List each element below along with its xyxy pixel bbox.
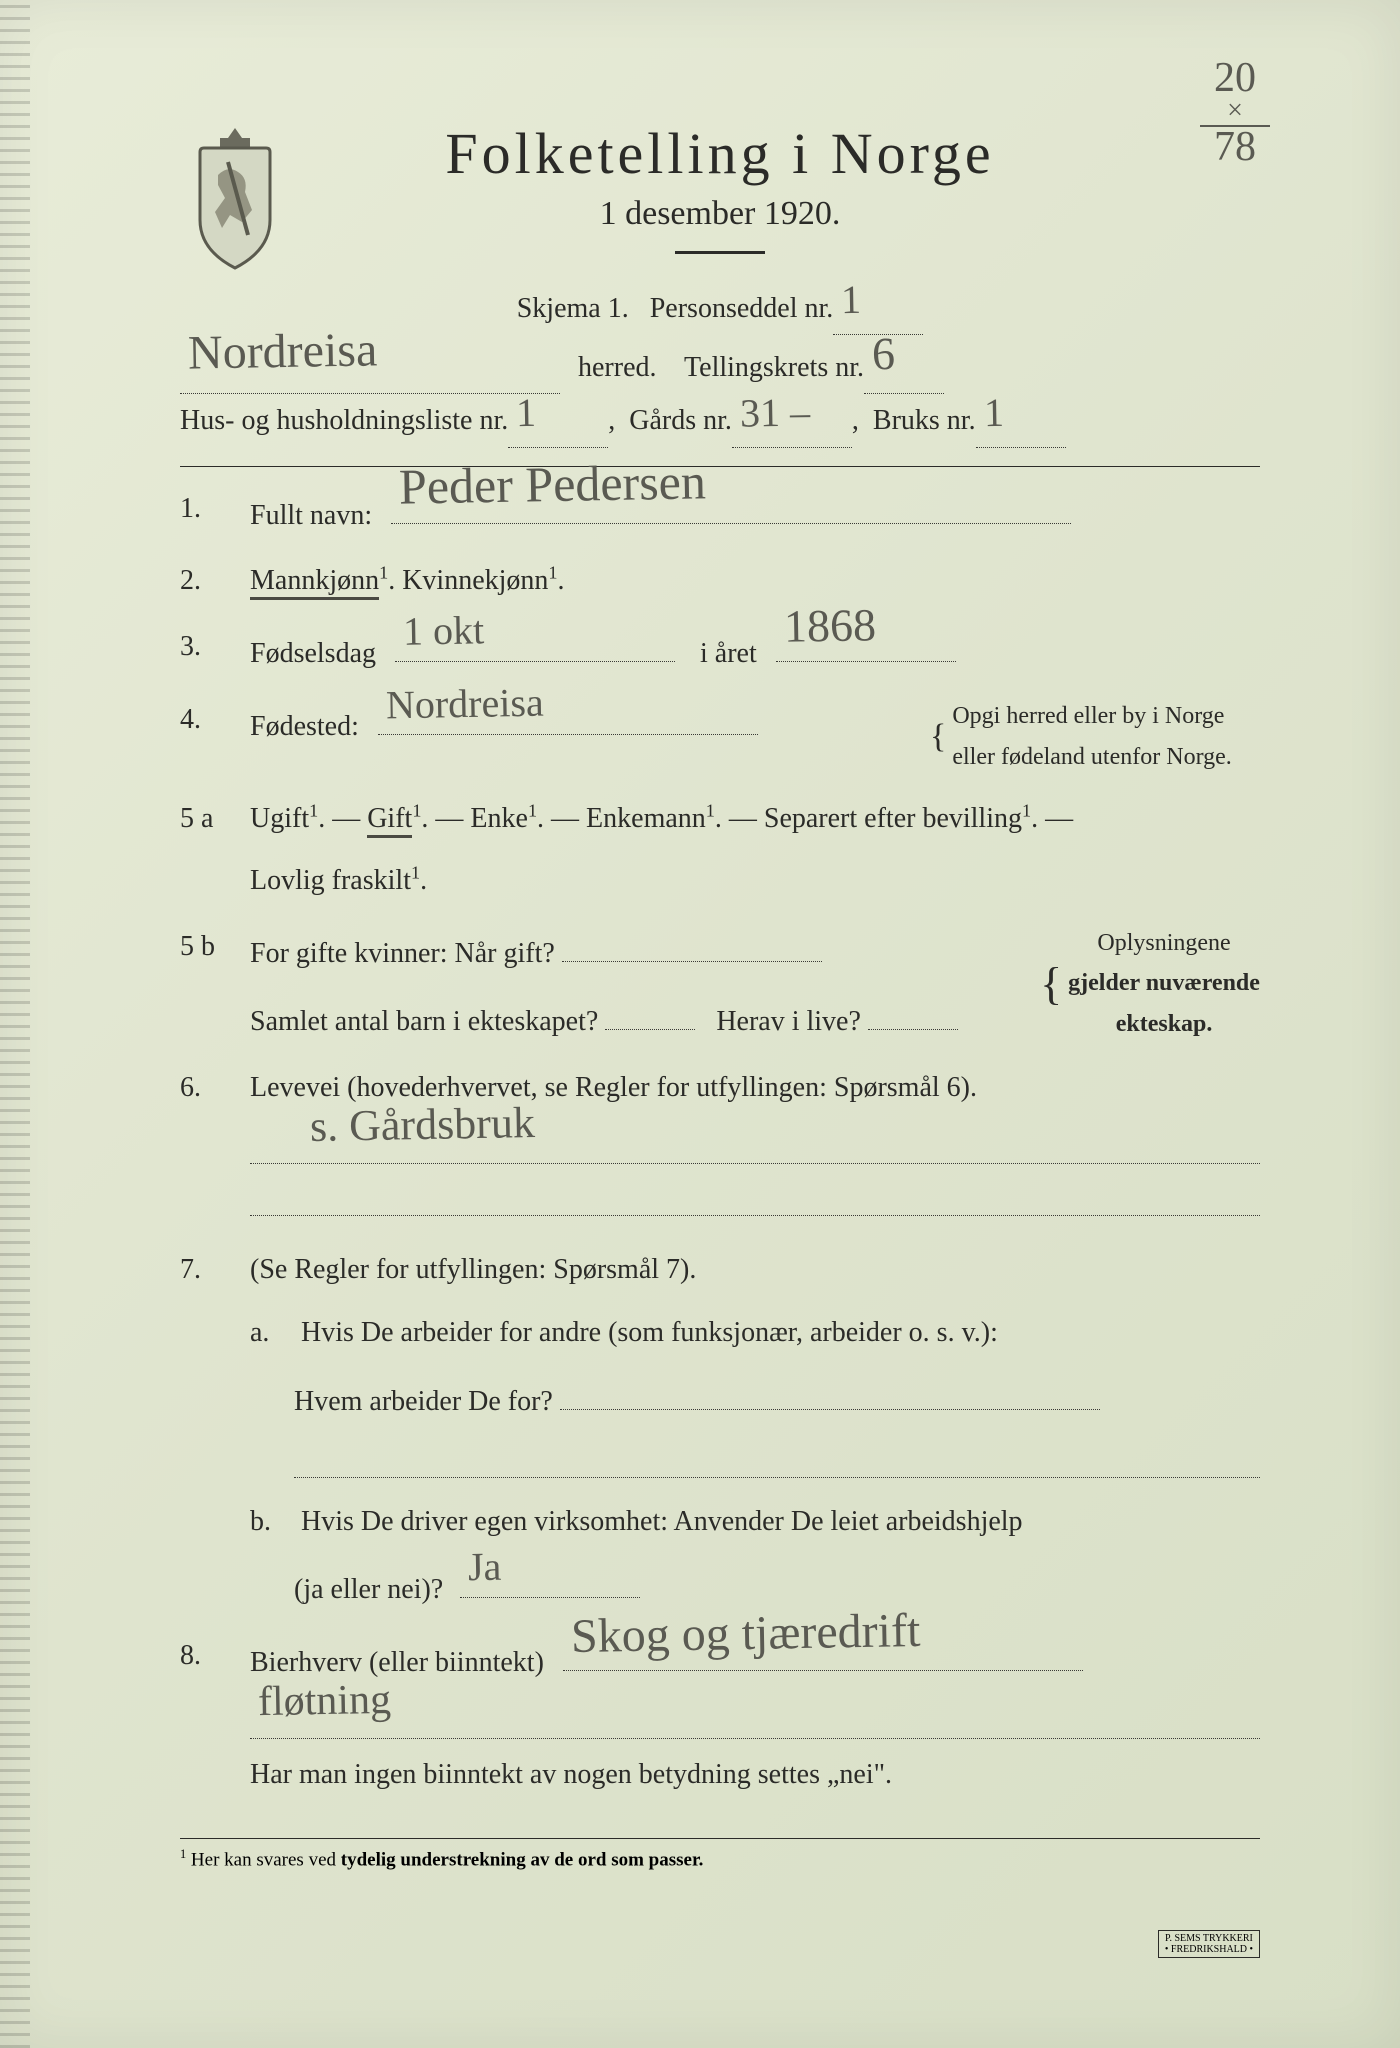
q5a-opt-1: Gift — [367, 803, 412, 838]
coat-of-arms-icon — [180, 120, 290, 270]
q8-num: 8. — [180, 1632, 250, 1798]
q3-day: 1 okt — [402, 596, 484, 665]
q8-value2: fløtning — [257, 1665, 391, 1739]
q5a-row: 5 a Ugift1. — Gift1. — Enke1. — Enkemann… — [180, 795, 1260, 904]
tellingskrets-nr: 6 — [871, 310, 896, 398]
q5b-line2b: Herav i live? — [716, 1006, 861, 1037]
printer-mark: P. SEMS TRYKKERI • FREDRIKSHALD • — [1158, 1930, 1260, 1958]
q8-line2: fløtning — [250, 1699, 1260, 1739]
printer-a: P. SEMS TRYKKERI — [1165, 1933, 1253, 1944]
q4-row: 4. Fødested: Nordreisa { Opgi herred ell… — [180, 696, 1260, 778]
q2-row: 2. Mannkjønn1. Kvinnekjønn1. — [180, 557, 1260, 605]
q4-value: Nordreisa — [385, 669, 544, 740]
q5b-num: 5 b — [180, 923, 250, 1047]
corner-mid: × — [1200, 98, 1270, 123]
q5b-note-a: Oplysningene — [1068, 923, 1260, 964]
census-form-page: 20 × 78 Folketelling i Norge 1 desember … — [0, 0, 1400, 2048]
q6-row: 6. Levevei (hovederhvervet, se Regler fo… — [180, 1064, 1260, 1228]
q6-line2 — [250, 1176, 1260, 1216]
q5a-opt-0: Ugift — [250, 803, 309, 834]
q8-value1: Skog og tjæredrift — [570, 1590, 921, 1678]
q2-num: 2. — [180, 557, 250, 605]
q3-num: 3. — [180, 623, 250, 678]
q5b-row: 5 b For gifte kvinner: Når gift? Samlet … — [180, 923, 1260, 1047]
q6-value: s. Gårdsbruk — [309, 1086, 535, 1165]
q6-num: 6. — [180, 1064, 250, 1228]
footnote: 1 Her kan svares ved tydelig understrekn… — [180, 1838, 1260, 1871]
q5b-note-c: ekteskap. — [1068, 1004, 1260, 1045]
q5a-line2: Lovlig fraskilt — [250, 865, 411, 896]
q1-num: 1. — [180, 485, 250, 540]
q7a-line2: Hvem arbeider De for? — [294, 1386, 553, 1417]
husliste-line: Hus- og husholdningsliste nr. 1 , Gårds … — [180, 394, 1260, 447]
q7-label: (Se Regler for utfyllingen: Spørsmål 7). — [250, 1246, 1260, 1294]
q4-note: { Opgi herred eller by i Norge eller fød… — [930, 696, 1260, 778]
footnote-bold: tydelig understrekning av de ord som pas… — [341, 1850, 704, 1871]
corner-annotation: 20 × 78 — [1200, 60, 1270, 167]
q5b-line2a: Samlet antal barn i ekteskapet? — [250, 1006, 598, 1037]
q7b-label: b. — [250, 1498, 294, 1546]
q1-label: Fullt navn: — [250, 500, 372, 531]
footnote-text: Her kan svares ved — [191, 1850, 341, 1871]
q2-opt-a: Mannkjønn — [250, 565, 379, 600]
subtitle: 1 desember 1920. — [180, 195, 1260, 233]
q7b-line2: (ja eller nei)? — [294, 1574, 443, 1605]
q7b-line1: Hvis De driver egen virksomhet: Anvender… — [301, 1506, 1023, 1537]
q4-label: Fødested: — [250, 711, 359, 742]
q1-value: Peder Pedersen — [398, 439, 706, 529]
herred-label: herred. Tellingskrets nr. — [578, 341, 864, 394]
q7-num: 7. — [180, 1246, 250, 1614]
q3-year: 1868 — [783, 586, 876, 666]
q5a-opt-3: Enkemann — [586, 803, 706, 834]
q3-label-b: i året — [700, 638, 757, 669]
gards-nr: 31 – — [739, 374, 810, 451]
q8-row: 8. Bierhverv (eller biinntekt) Skog og t… — [180, 1632, 1260, 1798]
q7a-line1: Hvis De arbeider for andre (som funksjon… — [301, 1317, 998, 1348]
q7b-value: Ja — [468, 1533, 503, 1602]
bruks-label: , Bruks nr. — [852, 394, 976, 447]
q4-note-a: Opgi herred eller by i Norge — [952, 696, 1231, 737]
q5a-opt-4: Separert efter bevilling — [764, 803, 1022, 834]
q3-label-a: Fødselsdag — [250, 638, 376, 669]
q7a-blank — [294, 1438, 1260, 1478]
printer-b: • FREDRIKSHALD • — [1165, 1944, 1253, 1955]
q4-num: 4. — [180, 696, 250, 778]
herred-line: Nordreisa herred. Tellingskrets nr. 6 — [180, 341, 1260, 394]
q6-line1: s. Gårdsbruk — [250, 1124, 1260, 1164]
q2-sup-a: 1 — [379, 563, 388, 583]
q1-row: 1. Fullt navn: Peder Pedersen — [180, 485, 1260, 540]
footnote-marker: 1 — [180, 1847, 186, 1861]
corner-bot: 78 — [1200, 129, 1270, 167]
q8-note: Har man ingen biinntekt av nogen betydni… — [250, 1751, 1260, 1799]
q4-note-b: eller fødeland utenfor Norge. — [952, 737, 1231, 778]
q7a-label: a. — [250, 1309, 294, 1357]
binding-edge — [0, 0, 30, 2048]
personseddel-nr: 1 — [841, 262, 862, 338]
bruks-nr: 1 — [983, 374, 1004, 450]
q5a-opt-2: Enke — [470, 803, 528, 834]
q5b-note: { Oplysningene gjelder nuværende ekteska… — [1040, 923, 1260, 1047]
q2-opt-b: Kvinnekjønn — [402, 565, 548, 596]
corner-top: 20 — [1200, 60, 1270, 98]
q5b-line1: For gifte kvinner: Når gift? — [250, 938, 555, 969]
q2-sup-b: 1 — [548, 563, 557, 583]
husliste-nr: 1 — [516, 374, 537, 450]
herred-name: Nordreisa — [187, 305, 378, 399]
main-title: Folketelling i Norge — [180, 120, 1260, 187]
skjema-label: Skjema 1. Personseddel nr. — [517, 282, 834, 335]
section-rule-1 — [180, 466, 1260, 467]
q3-row: 3. Fødselsdag 1 okt i året 1868 — [180, 623, 1260, 678]
title-rule — [675, 251, 765, 254]
q7-row: 7. (Se Regler for utfyllingen: Spørsmål … — [180, 1246, 1260, 1614]
q5a-num: 5 a — [180, 795, 250, 904]
husliste-label: Hus- og husholdningsliste nr. — [180, 394, 508, 447]
title-block: Folketelling i Norge 1 desember 1920. — [180, 120, 1260, 254]
q5b-note-b: gjelder nuværende — [1068, 963, 1260, 1004]
